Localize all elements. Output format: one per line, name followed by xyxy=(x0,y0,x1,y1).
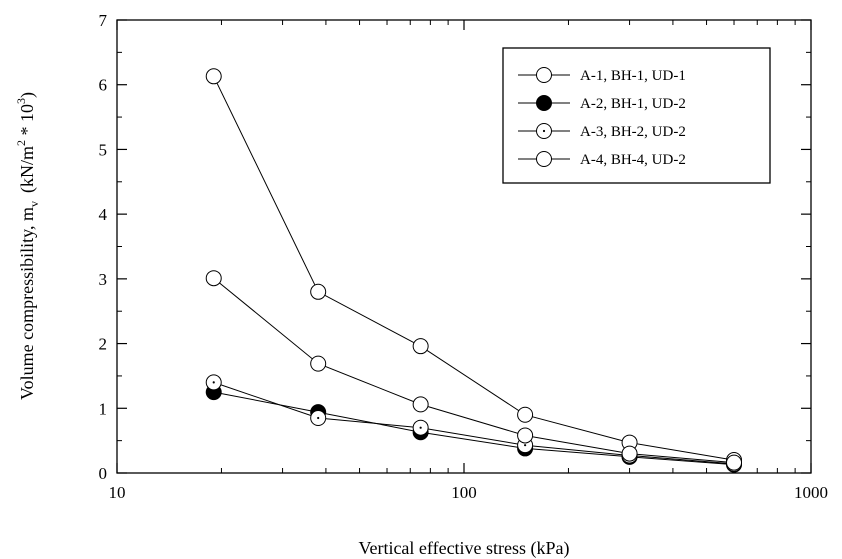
legend-label: A-2, BH-1, UD-2 xyxy=(580,96,686,112)
legend-marker xyxy=(536,123,552,139)
legend-label: A-4, BH-4, UD-2 xyxy=(580,152,686,168)
legend-marker xyxy=(536,67,552,83)
y-tick-label: 6 xyxy=(99,76,108,95)
y-tick-label: 1 xyxy=(99,399,108,418)
x-tick-label: 10 xyxy=(109,483,126,502)
series-line-4 xyxy=(213,277,735,464)
series-4-point xyxy=(621,445,638,462)
y-tick-label: 5 xyxy=(99,140,108,159)
series-4-point xyxy=(310,355,327,372)
series-line-2 xyxy=(213,391,735,466)
series-4-point xyxy=(205,270,222,287)
series-line-3 xyxy=(213,381,735,465)
y-tick-label: 7 xyxy=(99,11,108,30)
legend-label: A-1, BH-1, UD-1 xyxy=(580,68,686,84)
x-tick-label: 100 xyxy=(451,483,477,502)
y-tick-label: 2 xyxy=(99,335,108,354)
series-4-point xyxy=(517,427,534,444)
y-tick-label: 0 xyxy=(99,464,108,483)
x-tick-label: 1000 xyxy=(794,483,828,502)
series-1-point xyxy=(517,406,534,423)
series-3-point xyxy=(310,409,327,426)
legend-label: A-3, BH-2, UD-2 xyxy=(580,124,686,140)
series-3-point xyxy=(412,419,429,436)
series-layer xyxy=(205,68,743,473)
x-axis-ticks: 10 100 1000 xyxy=(109,20,828,502)
x-axis-title: Vertical effective stress (kPa) xyxy=(358,538,569,559)
y-axis-title: Volume compressibility, mv(kN/m2 * 103) xyxy=(14,92,41,400)
series-4-point xyxy=(726,454,743,471)
series-1-point xyxy=(310,283,327,300)
legend-marker xyxy=(536,95,552,111)
series-3-point xyxy=(205,374,222,391)
series-4-point xyxy=(412,396,429,413)
legend: A-1, BH-1, UD-1 A-2, BH-1, UD-2 A-3, BH-2,… xyxy=(502,47,771,184)
y-axis-ticks: 0 1 2 3 4 5 6 7 xyxy=(99,11,811,483)
y-tick-label: 4 xyxy=(99,205,108,224)
y-tick-label: 3 xyxy=(99,270,108,289)
series-1-point xyxy=(205,68,222,85)
legend-marker xyxy=(536,151,552,167)
series-line-1 xyxy=(213,76,735,461)
series-1-point xyxy=(412,338,429,355)
